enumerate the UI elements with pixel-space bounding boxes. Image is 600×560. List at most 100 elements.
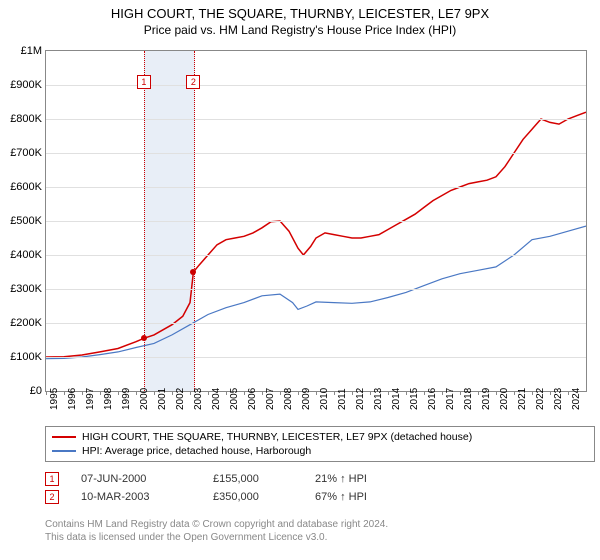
sale-row: 2 10-MAR-2003 £350,000 67% ↑ HPI — [45, 490, 367, 504]
x-axis-label: 2021 — [517, 388, 528, 410]
y-axis-label: £900K — [10, 79, 42, 91]
x-axis-label: 1998 — [103, 388, 114, 410]
x-tick — [172, 391, 173, 395]
x-axis-label: 2020 — [499, 388, 510, 410]
x-axis-label: 1999 — [121, 388, 132, 410]
x-tick — [568, 391, 569, 395]
x-axis-label: 2001 — [157, 388, 168, 410]
x-axis-label: 2007 — [265, 388, 276, 410]
x-tick — [244, 391, 245, 395]
x-tick — [190, 391, 191, 395]
y-gridline — [46, 119, 586, 120]
x-tick — [226, 391, 227, 395]
x-tick — [298, 391, 299, 395]
sale-date: 10-MAR-2003 — [81, 491, 191, 503]
x-tick — [46, 391, 47, 395]
sale-marker-icon: 1 — [137, 75, 151, 89]
footnote: Contains HM Land Registry data © Crown c… — [45, 518, 388, 544]
y-axis-label: £300K — [10, 283, 42, 295]
x-axis-label: 2006 — [247, 388, 258, 410]
y-gridline — [46, 289, 586, 290]
x-tick — [64, 391, 65, 395]
x-tick — [352, 391, 353, 395]
x-axis-label: 2015 — [409, 388, 420, 410]
y-axis-label: £800K — [10, 113, 42, 125]
sale-marker-icon: 1 — [45, 472, 59, 486]
sale-date: 07-JUN-2000 — [81, 473, 191, 485]
x-tick — [406, 391, 407, 395]
x-tick — [208, 391, 209, 395]
x-axis-label: 1997 — [85, 388, 96, 410]
y-axis-label: £100K — [10, 351, 42, 363]
legend-label: HIGH COURT, THE SQUARE, THURNBY, LEICEST… — [82, 431, 472, 443]
x-axis-label: 2023 — [553, 388, 564, 410]
legend-item-hpi: HPI: Average price, detached house, Harb… — [52, 444, 588, 458]
sale-marker-icon: 2 — [45, 490, 59, 504]
x-tick — [280, 391, 281, 395]
x-tick — [424, 391, 425, 395]
chart-title: HIGH COURT, THE SQUARE, THURNBY, LEICEST… — [0, 6, 600, 21]
x-tick — [262, 391, 263, 395]
y-axis-label: £0 — [30, 385, 42, 397]
y-gridline — [46, 221, 586, 222]
sale-delta: 21% ↑ HPI — [315, 473, 367, 485]
x-axis-label: 2019 — [481, 388, 492, 410]
y-axis-label: £200K — [10, 317, 42, 329]
x-axis-label: 2017 — [445, 388, 456, 410]
x-axis-label: 2011 — [337, 388, 348, 410]
sale-point-dot — [141, 335, 147, 341]
sale-marker-icon: 2 — [186, 75, 200, 89]
x-tick — [442, 391, 443, 395]
y-gridline — [46, 357, 586, 358]
x-axis-label: 2000 — [139, 388, 150, 410]
footnote-line: Contains HM Land Registry data © Crown c… — [45, 518, 388, 531]
x-axis-label: 2014 — [391, 388, 402, 410]
x-tick — [136, 391, 137, 395]
y-axis-label: £500K — [10, 215, 42, 227]
x-axis-label: 2003 — [193, 388, 204, 410]
series-line-subject — [46, 112, 586, 357]
series-line-hpi — [46, 226, 586, 359]
x-axis-label: 2010 — [319, 388, 330, 410]
x-axis-label: 2012 — [355, 388, 366, 410]
x-axis-label: 2004 — [211, 388, 222, 410]
x-tick — [316, 391, 317, 395]
x-tick — [478, 391, 479, 395]
sale-row: 1 07-JUN-2000 £155,000 21% ↑ HPI — [45, 472, 367, 486]
legend-swatch — [52, 450, 76, 452]
x-axis-label: 2024 — [571, 388, 582, 410]
y-axis-label: £600K — [10, 181, 42, 193]
sale-delta: 67% ↑ HPI — [315, 491, 367, 503]
chart-container: HIGH COURT, THE SQUARE, THURNBY, LEICEST… — [0, 0, 600, 560]
x-tick — [388, 391, 389, 395]
x-tick — [82, 391, 83, 395]
x-tick — [532, 391, 533, 395]
legend-swatch — [52, 436, 76, 438]
legend-label: HPI: Average price, detached house, Harb… — [82, 445, 311, 457]
y-gridline — [46, 323, 586, 324]
x-axis-label: 1996 — [67, 388, 78, 410]
y-gridline — [46, 255, 586, 256]
y-axis-label: £1M — [21, 45, 42, 57]
y-axis-label: £400K — [10, 249, 42, 261]
x-axis-label: 2016 — [427, 388, 438, 410]
sale-point-dot — [190, 269, 196, 275]
x-tick — [334, 391, 335, 395]
title-block: HIGH COURT, THE SQUARE, THURNBY, LEICEST… — [0, 0, 600, 37]
x-tick — [514, 391, 515, 395]
y-gridline — [46, 187, 586, 188]
x-axis-label: 2022 — [535, 388, 546, 410]
y-gridline — [46, 85, 586, 86]
x-axis-label: 2013 — [373, 388, 384, 410]
legend-item-subject: HIGH COURT, THE SQUARE, THURNBY, LEICEST… — [52, 430, 588, 444]
x-tick — [154, 391, 155, 395]
footnote-line: This data is licensed under the Open Gov… — [45, 531, 388, 544]
x-axis-label: 2008 — [283, 388, 294, 410]
y-axis-label: £700K — [10, 147, 42, 159]
x-tick — [460, 391, 461, 395]
sale-price: £350,000 — [213, 491, 293, 503]
sales-table: 1 07-JUN-2000 £155,000 21% ↑ HPI 2 10-MA… — [45, 468, 367, 508]
plot-area: £0£100K£200K£300K£400K£500K£600K£700K£80… — [45, 50, 587, 392]
x-tick — [550, 391, 551, 395]
x-axis-label: 1995 — [49, 388, 60, 410]
